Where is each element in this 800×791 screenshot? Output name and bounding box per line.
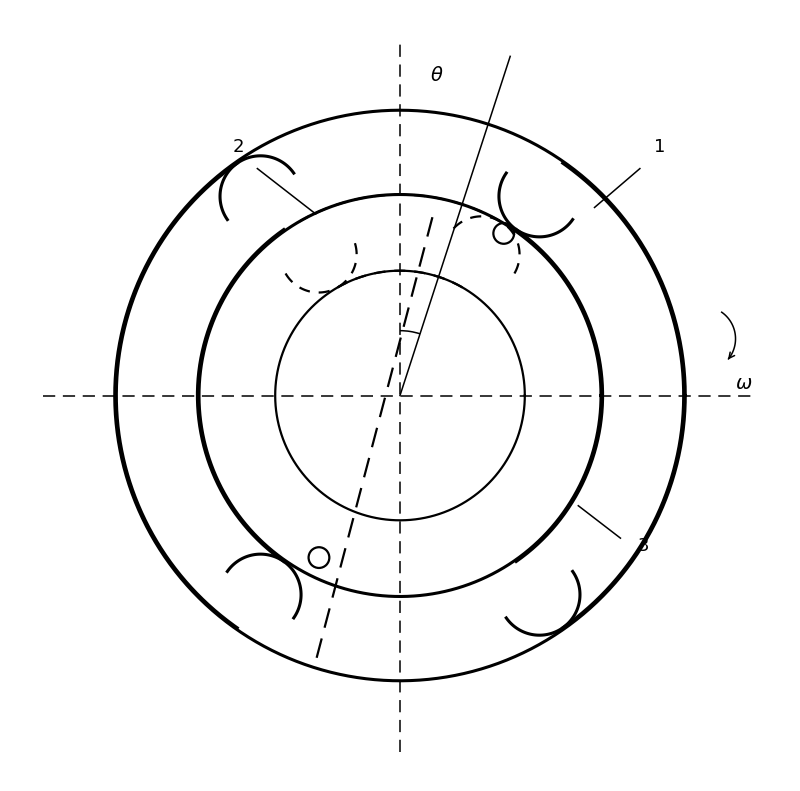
Text: $\theta$: $\theta$ <box>430 66 444 85</box>
Text: 1: 1 <box>654 138 665 157</box>
Text: 3: 3 <box>638 537 649 555</box>
Text: $\omega$: $\omega$ <box>735 374 752 393</box>
Text: 2: 2 <box>232 138 244 157</box>
